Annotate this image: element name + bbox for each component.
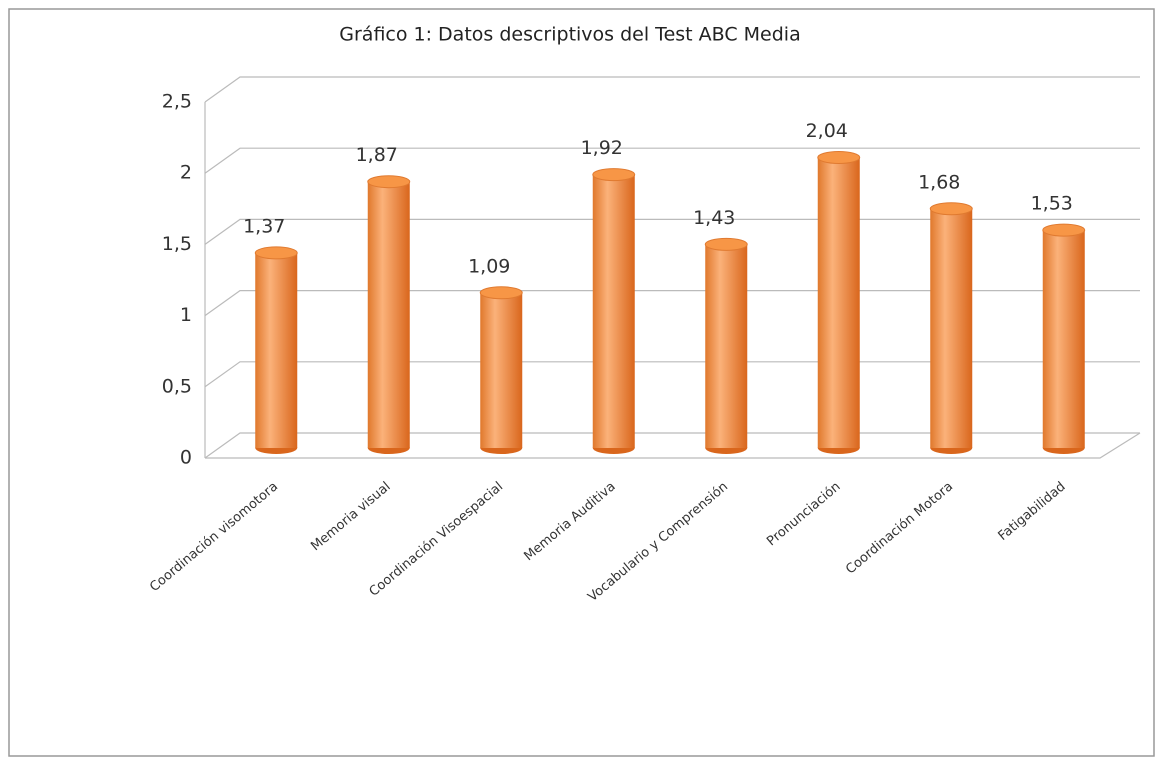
bar-top xyxy=(929,202,973,216)
bar xyxy=(480,292,523,448)
value-label: 1,53 xyxy=(1031,193,1073,215)
bar-top xyxy=(254,246,298,260)
y-tick-label: 1 xyxy=(180,304,192,326)
bar xyxy=(367,181,410,448)
value-label: 1,09 xyxy=(468,255,510,277)
value-label: 1,43 xyxy=(693,207,735,229)
bar xyxy=(817,157,860,448)
bar-top xyxy=(592,168,636,182)
y-tick-label: 0 xyxy=(180,447,192,469)
bar xyxy=(255,252,298,448)
value-label: 2,04 xyxy=(806,120,848,142)
y-tick-label: 1,5 xyxy=(162,233,192,255)
bar-top xyxy=(479,286,523,300)
bar xyxy=(1042,230,1085,448)
bar-top xyxy=(1042,223,1086,237)
value-label: 1,92 xyxy=(581,137,623,159)
bar xyxy=(705,244,748,448)
y-tick-label: 2 xyxy=(180,162,192,184)
bar-top xyxy=(817,151,861,165)
bar-top xyxy=(367,175,411,189)
y-tick-label: 0,5 xyxy=(162,375,192,397)
y-tick-label: 2,5 xyxy=(162,91,192,113)
floor-edge xyxy=(205,432,1141,459)
value-label: 1,68 xyxy=(918,171,960,193)
value-label: 1,87 xyxy=(356,144,398,166)
value-label: 1,37 xyxy=(243,215,285,237)
bar-top xyxy=(704,237,748,251)
bar xyxy=(592,174,635,449)
grid-line xyxy=(204,147,1140,174)
bar xyxy=(930,208,973,448)
chart-title: Gráfico 1: Datos descriptivos del Test A… xyxy=(339,24,800,46)
grid-line xyxy=(204,76,1140,103)
